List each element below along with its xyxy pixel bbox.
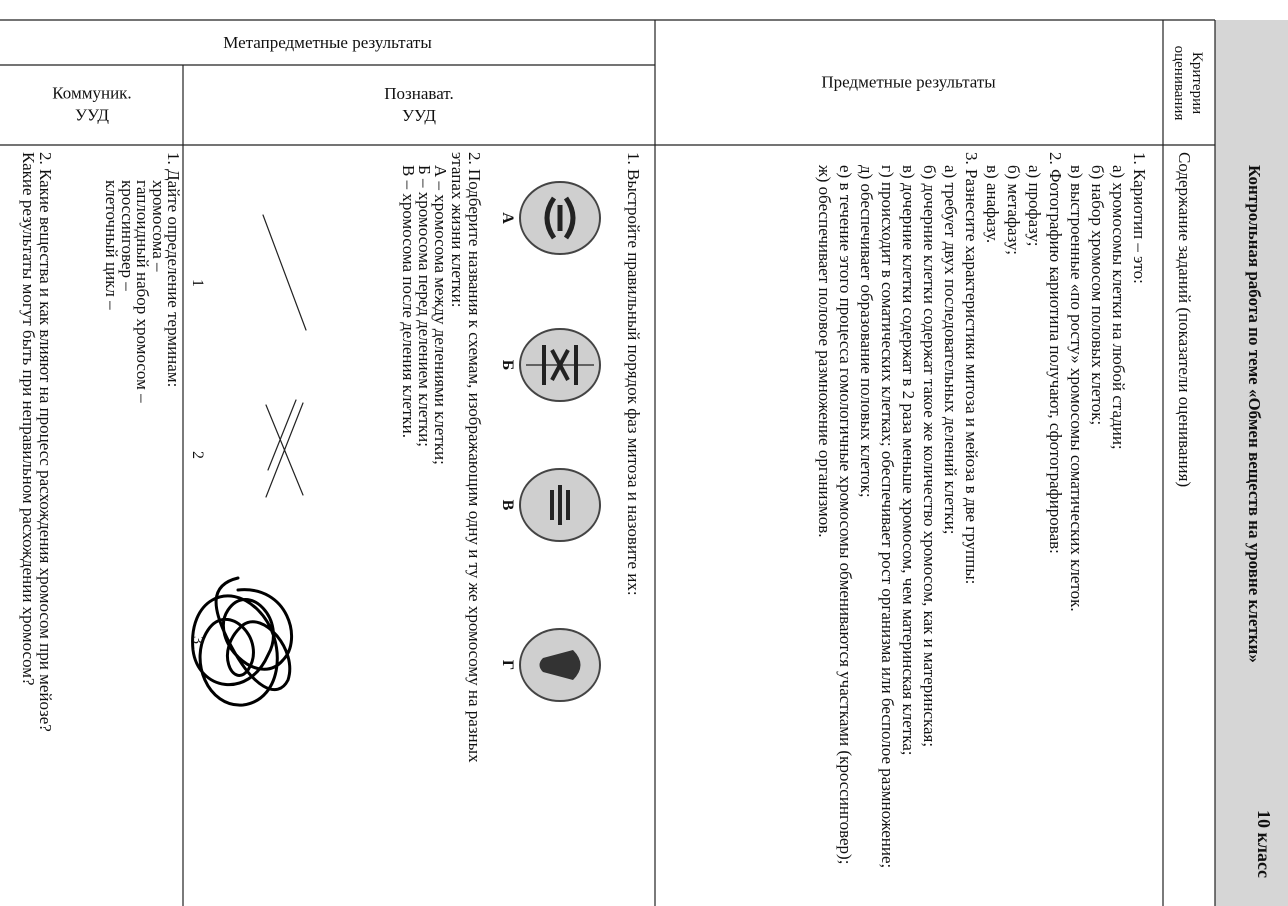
term: клеточный цикл – — [102, 180, 122, 310]
task-option: а) хромосомы клетки на любой стадии; — [1109, 165, 1128, 450]
term: гаплоидный набор хромосом – — [133, 180, 153, 403]
subject-label-text: Предметные результаты — [821, 72, 996, 91]
criteria-content: Содержание заданий (показатели оценивани… — [1175, 152, 1194, 488]
phase-label: Г — [499, 659, 516, 671]
task2-option: Б – хромосома перед делением клетки; — [415, 165, 434, 447]
phase-label: В — [499, 499, 516, 511]
term: хромосома – — [149, 180, 168, 272]
task2-option: В – хромосома после деления клетки. — [399, 165, 418, 439]
task-option: б) метафазу; — [1004, 165, 1023, 255]
meta-label-text: Метапредметные результаты — [223, 32, 432, 52]
meta-label: Метапредметные результаты — [0, 20, 655, 65]
scheme-label: 3 — [189, 636, 206, 644]
communicative-task2: 2. Какие вещества и как влияют на процес… — [19, 152, 55, 732]
chromosome-schemes — [191, 214, 307, 707]
cognitive-label-text: Познават. УУД — [384, 84, 454, 125]
task-option: в) выстроенные «по росту» хромосомы сома… — [1067, 165, 1086, 612]
cognitive-task2: 2. Подберите названия к схемам, изобража… — [448, 152, 485, 763]
phase-label: А — [499, 212, 516, 224]
communicative-label: Коммуник. УУД — [1, 65, 184, 145]
question-line: Какие результаты могут быть при неправил… — [19, 152, 38, 686]
cognitive-task2-options: А – хромосома между делениями клетки; Б –… — [399, 165, 450, 465]
criteria-label: Критерии оценивания — [1171, 45, 1205, 121]
cell-images — [519, 181, 601, 702]
task-option: а) требует двух последовательных делений… — [941, 165, 960, 535]
phase-label: Б — [499, 359, 516, 371]
task2-option: А – хромосома между делениями клетки; — [431, 165, 450, 465]
cognitive-label: Познават. УУД — [183, 65, 655, 145]
task-text: 2. Фотографию кариотипа получают, сфотог… — [1046, 152, 1065, 554]
task-option: б) дочерние клетки содержат такое же кол… — [920, 165, 939, 748]
communicative-terms: хромосома – гаплоидный набор хромосом – кр… — [102, 180, 169, 403]
task-text: 1. Кариотип – это: — [1130, 152, 1149, 284]
subject-label: Предметные результаты — [655, 20, 1163, 145]
task-option: д) обеспечивает образование половых клет… — [857, 165, 876, 498]
cognitive-task1: 1. Выстройте правильный порядок фаз мито… — [624, 152, 643, 596]
task-option: ж) обеспечивает половое размножение орга… — [815, 165, 834, 538]
subject-items: 1. Кариотип – это: а) хромосомы клетки на… — [814, 152, 1150, 872]
scheme-label: 2 — [189, 451, 206, 459]
task-text: 3. Разнесите характеристики митоза и мей… — [962, 152, 981, 585]
task-option: е) в течение этого процесса гомологичные… — [836, 165, 855, 865]
task-option: в) анафазу. — [983, 165, 1002, 244]
task-option: г) происходит в соматических клетках; об… — [878, 165, 897, 869]
task-option: а) профазу; — [1025, 165, 1044, 247]
scheme-label: 1 — [189, 279, 206, 287]
question-line: 2. Какие вещества и как влияют на процес… — [36, 152, 55, 732]
communicative-label-text: Коммуник. УУД — [52, 83, 132, 125]
task-option: в) дочерние клетки содержат в 2 раза мен… — [899, 165, 918, 756]
task-option: б) набор хромосом половых клеток; — [1088, 165, 1107, 426]
